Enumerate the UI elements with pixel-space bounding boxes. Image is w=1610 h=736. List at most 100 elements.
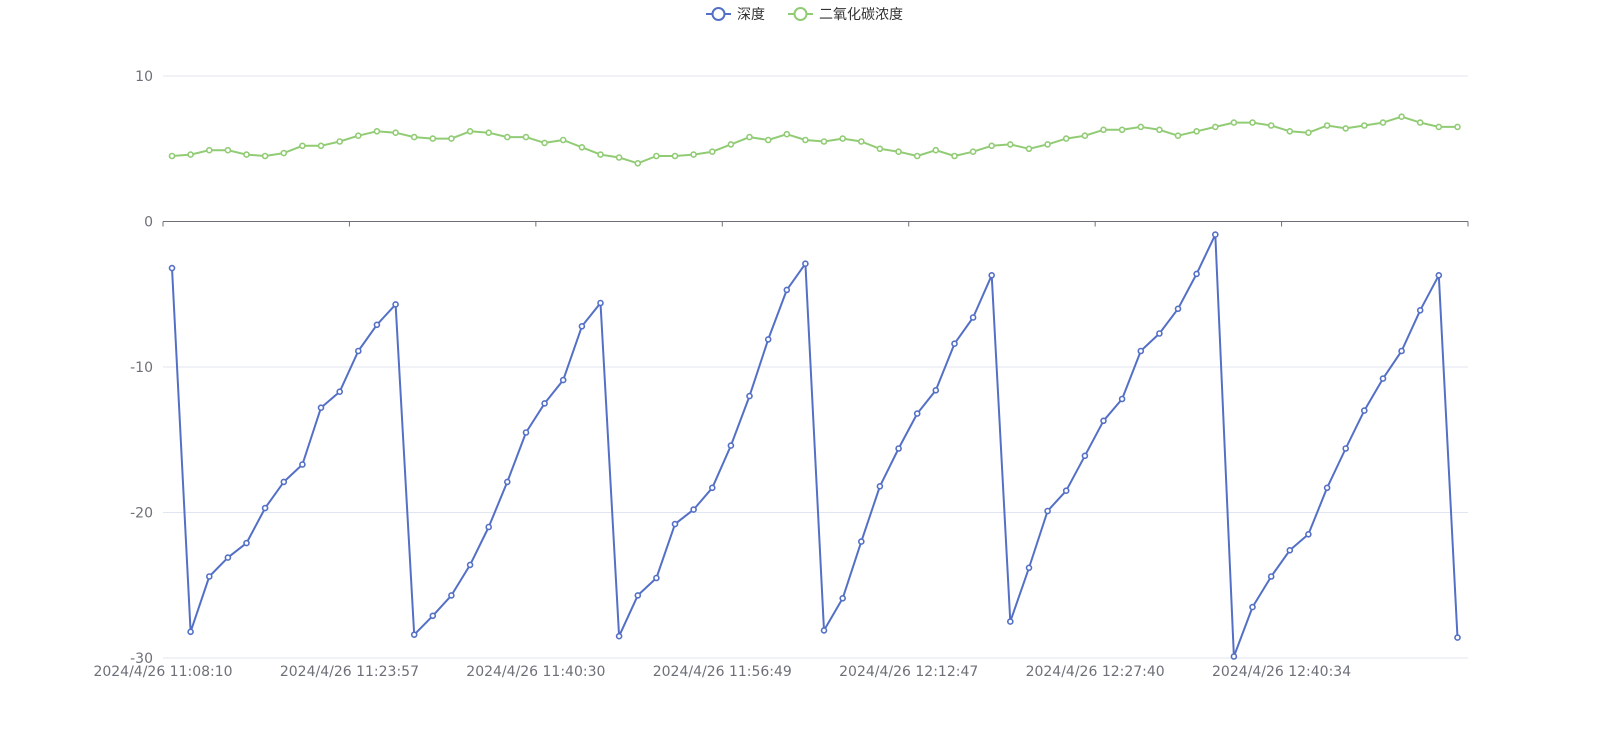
data-point [522, 429, 530, 436]
data-point [299, 142, 306, 150]
x-tick-label: 2024/4/26 12:40:34 [1212, 664, 1351, 680]
data-point [448, 592, 455, 599]
data-point [578, 144, 586, 151]
data-point [1249, 119, 1256, 126]
data-point [224, 146, 232, 154]
data-point [969, 314, 977, 321]
data-point [1044, 141, 1051, 148]
y-tick-label: 0 [144, 215, 153, 231]
data-point [1342, 125, 1349, 132]
data-point [1305, 530, 1312, 538]
legend-marker-icon [793, 7, 808, 21]
data-point [1454, 634, 1461, 641]
series-co2 [168, 113, 1461, 167]
data-point [1156, 330, 1163, 337]
data-point [727, 141, 735, 148]
data-point [764, 336, 772, 343]
y-tick-label: 10 [135, 69, 153, 85]
data-point [1286, 128, 1294, 135]
data-point [857, 538, 865, 545]
data-point [1081, 452, 1089, 460]
data-point [1025, 145, 1033, 153]
data-point [168, 152, 176, 160]
data-point [653, 152, 660, 160]
data-point [1416, 119, 1424, 126]
series-line [171, 233, 1459, 658]
x-tick-label: 2024/4/26 11:08:10 [93, 664, 232, 680]
data-point [1156, 126, 1163, 134]
x-tick-label: 2024/4/26 11:56:49 [653, 664, 792, 680]
data-point [503, 133, 511, 141]
data-point [243, 539, 250, 547]
data-point [913, 152, 921, 160]
data-point [1398, 347, 1405, 355]
data-point [1435, 271, 1443, 279]
data-point [895, 148, 902, 155]
data-point [1062, 487, 1070, 495]
data-point [1100, 417, 1107, 425]
y-tick-label: -30 [130, 651, 153, 667]
data-point [1174, 305, 1182, 313]
data-point [913, 410, 921, 417]
data-point [1454, 123, 1461, 131]
data-point [951, 340, 958, 348]
data-point [578, 322, 586, 330]
data-point [485, 129, 493, 136]
data-point [951, 152, 958, 160]
data-point [764, 136, 772, 144]
data-point [1416, 306, 1424, 314]
data-point [615, 632, 623, 640]
data-point [857, 138, 865, 145]
data-point [690, 506, 697, 513]
data-point [1081, 132, 1089, 139]
data-point [224, 554, 232, 561]
data-point [746, 392, 753, 400]
data-point [653, 574, 660, 582]
data-point [1379, 119, 1387, 126]
data-point [1323, 484, 1331, 492]
data-point [708, 484, 716, 492]
grid-lines [163, 75, 1468, 659]
data-point [206, 573, 213, 580]
data-point [317, 142, 325, 150]
data-point [1212, 231, 1219, 238]
x-tick-label: 2024/4/26 12:12:47 [839, 664, 978, 680]
data-point [187, 628, 194, 636]
y-tick-label: -10 [130, 360, 153, 376]
legend-label: 深度 [737, 7, 765, 23]
data-point [261, 152, 269, 160]
data-point [932, 146, 940, 154]
data-point [1230, 119, 1238, 126]
data-point [503, 478, 511, 486]
data-point [615, 154, 623, 161]
data-point [1137, 347, 1145, 355]
data-point [392, 301, 399, 308]
x-tick-label: 2024/4/26 12:27:40 [1026, 664, 1165, 680]
data-point [690, 151, 697, 158]
legend-item-depth[interactable]: 深度 [706, 7, 765, 23]
legend[interactable]: 深度 二氧化碳浓度 [706, 7, 903, 23]
data-point [634, 160, 642, 167]
data-point [541, 139, 548, 147]
series-layer [168, 113, 1461, 660]
data-point [559, 376, 567, 384]
data-point [1230, 653, 1238, 660]
data-point [1118, 126, 1126, 134]
data-point [1062, 135, 1070, 142]
data-point [932, 386, 940, 394]
data-point [429, 612, 437, 620]
legend-item-co2[interactable]: 二氧化碳浓度 [788, 7, 903, 23]
data-point [261, 504, 269, 512]
x-tick-label: 2024/4/26 11:23:57 [280, 664, 419, 680]
data-point [299, 461, 306, 468]
data-point [671, 152, 679, 160]
data-point [1006, 618, 1014, 625]
data-point [969, 148, 977, 155]
data-point [522, 133, 530, 141]
data-point [708, 148, 716, 155]
data-point [466, 128, 474, 135]
data-point [448, 135, 455, 142]
data-point [671, 520, 679, 528]
data-point [466, 561, 474, 569]
data-point [727, 442, 735, 449]
